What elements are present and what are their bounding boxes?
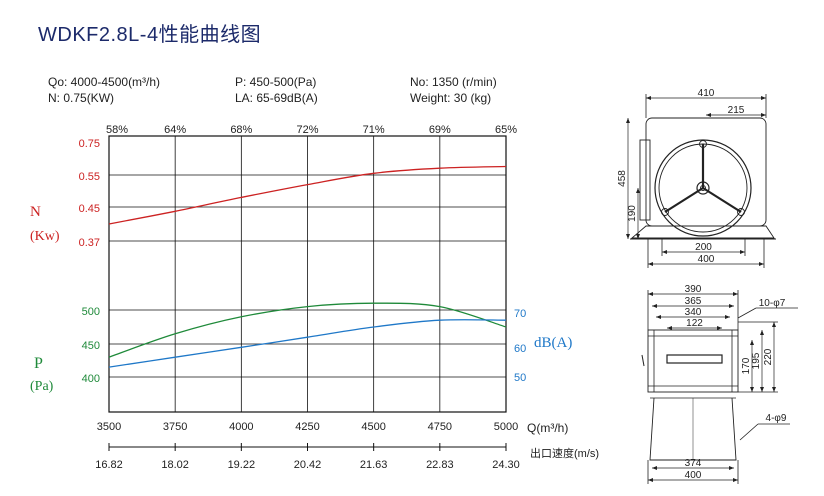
- velocity-tick-label: 24.30: [492, 459, 520, 471]
- velocity-tick-label: 16.82: [95, 459, 123, 471]
- spoke-end: [737, 208, 745, 216]
- series-line-pressure: [108, 302, 507, 358]
- dim-374: 374: [685, 458, 702, 469]
- dim-170: 170: [741, 357, 752, 374]
- spoke-end: [699, 140, 707, 148]
- velocity-tick-label: 21.63: [360, 459, 388, 471]
- fan-outlet: [639, 139, 651, 221]
- x-axis-label: Q(m³/h): [527, 421, 568, 435]
- impeller-spoke: [702, 187, 742, 213]
- dim-400: 400: [685, 470, 702, 481]
- power-tick-label: 0.45: [79, 203, 100, 215]
- x-tick-label: 3500: [97, 421, 121, 433]
- efficiency-label: 68%: [230, 124, 252, 136]
- dim-190: 190: [627, 205, 638, 222]
- efficiency-label: 64%: [164, 124, 186, 136]
- spec-power: N: 0.75(KW): [48, 91, 115, 105]
- sound-tick-label: 60: [514, 343, 526, 355]
- leader-line: [739, 423, 759, 441]
- x-tick-label: 4000: [229, 421, 253, 433]
- efficiency-label: 58%: [106, 124, 128, 136]
- dim-215: 215: [728, 105, 745, 116]
- x-tick-label: 3750: [163, 421, 187, 433]
- velocity-tick-label: 22.83: [426, 459, 454, 471]
- leader-line: [737, 307, 757, 319]
- spec-flow: Qo: 4000-4500(m³/h): [48, 75, 161, 89]
- motor-slot: [666, 354, 723, 364]
- holes-bottom-label: 4-φ9: [766, 413, 787, 424]
- x-tick-label: 4750: [428, 421, 452, 433]
- efficiency-label: 71%: [363, 124, 385, 136]
- dim-220: 220: [763, 348, 774, 365]
- dim-340: 340: [685, 307, 702, 318]
- pressure-axis-unit: (Pa): [30, 379, 54, 394]
- sound-axis-label: dB(A): [534, 335, 572, 351]
- velocity-tick-label: 19.22: [228, 459, 256, 471]
- series-line-sound: [108, 319, 507, 368]
- spec-pressure: P: 450-500(Pa): [235, 75, 317, 89]
- power-tick-label: 0.37: [79, 237, 100, 249]
- dim-200: 200: [695, 242, 712, 253]
- pressure-tick-label: 450: [82, 340, 100, 352]
- spec-speed: No: 1350 (r/min): [410, 75, 497, 89]
- side-body: [647, 329, 739, 393]
- sound-tick-label: 70: [514, 308, 526, 320]
- power-axis-unit: (Kw): [30, 229, 60, 244]
- dim-400: 400: [698, 254, 715, 265]
- x-tick-label: 4500: [361, 421, 385, 433]
- power-tick-label: 0.75: [79, 138, 100, 150]
- power-axis-label: N: [30, 204, 41, 220]
- spoke-end: [661, 208, 669, 216]
- velocity-tick-label: 20.42: [294, 459, 322, 471]
- dim-width-410: 410: [698, 88, 715, 99]
- holes-top-label: 10-φ7: [759, 298, 786, 309]
- sound-tick-label: 50: [514, 372, 526, 384]
- pressure-axis-label: P: [34, 355, 43, 372]
- side-bolt: [641, 354, 645, 367]
- series-line-power: [108, 165, 507, 225]
- x-tick-label: 4250: [295, 421, 319, 433]
- efficiency-label: 72%: [296, 124, 318, 136]
- x-tick-label: 5000: [494, 421, 518, 433]
- page-title: WDKF2.8L-4性能曲线图: [38, 24, 262, 46]
- fan-base: [630, 225, 775, 239]
- efficiency-label: 69%: [429, 124, 451, 136]
- power-tick-label: 0.55: [79, 171, 100, 183]
- dim-365: 365: [685, 296, 702, 307]
- dim-390: 390: [685, 284, 702, 295]
- velocity-axis-label: 出口速度(m/s): [530, 446, 599, 460]
- pressure-tick-label: 400: [82, 373, 100, 385]
- impeller-spoke: [664, 187, 704, 213]
- velocity-tick-label: 18.02: [161, 459, 189, 471]
- dim-122: 122: [686, 318, 703, 329]
- dim-195: 195: [751, 352, 762, 369]
- spec-weight: Weight: 30 (kg): [410, 91, 492, 105]
- efficiency-label: 65%: [495, 124, 517, 136]
- pressure-tick-label: 500: [82, 306, 100, 318]
- dim-height-458: 458: [617, 170, 628, 187]
- spec-noise: LA: 65-69dB(A): [235, 91, 318, 105]
- impeller-ring: [654, 139, 752, 237]
